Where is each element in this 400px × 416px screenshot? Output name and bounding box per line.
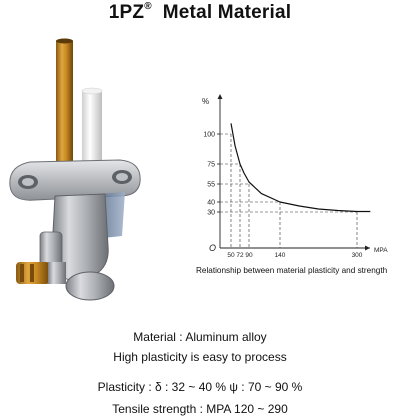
y-axis-arrow (217, 94, 223, 99)
x-axis-label: MPA (374, 247, 388, 254)
tensile-strength-spec: Tensile strength : MPA 120 ~ 290 (112, 402, 288, 416)
y-axis-label: % (202, 97, 209, 106)
white-tube (82, 90, 102, 180)
fuel-valve-image (9, 38, 141, 301)
x-tick-label: 140 (275, 252, 286, 259)
x-tick-label: 50 (227, 252, 235, 259)
brass-outlet-ring-2 (30, 264, 34, 282)
origin-label: O (209, 243, 216, 253)
valve-knob (65, 271, 115, 301)
plasticity-spec: Plasticity : δ : 32 ~ 40 % ψ : 70 ~ 90 % (97, 380, 303, 394)
registered-mark: ® (144, 0, 152, 12)
title-main: 1PZ (108, 2, 145, 23)
chart-caption: Relationship between material plasticity… (196, 266, 388, 275)
plasticity-curve (230, 123, 371, 213)
page-title: 1PZ® Metal Material (0, 0, 400, 24)
material-spec: Material : Aluminum alloy (133, 330, 267, 344)
brass-tube-top (56, 38, 73, 44)
mount-hole-right-inner (116, 173, 128, 181)
mount-hole-left-inner (22, 178, 34, 186)
title-rest: Metal Material (162, 2, 292, 23)
outlet-fitting (48, 262, 66, 284)
plasticity-strength-chart: % MPA O 100 75 55 40 30 50 72 90 140 300 (202, 94, 388, 259)
y-tick-label: 100 (203, 132, 215, 139)
x-tick-label: 90 (245, 252, 253, 259)
plasticity-note: High plasticity is easy to process (113, 350, 287, 364)
mounting-plate (9, 159, 141, 201)
valve-lever-housing (39, 231, 63, 267)
white-tube-top (81, 87, 103, 95)
brass-tube (56, 40, 73, 180)
y-tick-label: 55 (207, 182, 215, 189)
brass-outlet-ring (20, 264, 24, 282)
x-axis-arrow (365, 245, 370, 251)
x-tick-label: 72 (236, 252, 244, 259)
y-tick-label: 40 (207, 200, 215, 207)
y-tick-label: 75 (207, 162, 215, 169)
y-tick-label: 30 (207, 210, 215, 217)
x-tick-label: 300 (352, 252, 363, 259)
